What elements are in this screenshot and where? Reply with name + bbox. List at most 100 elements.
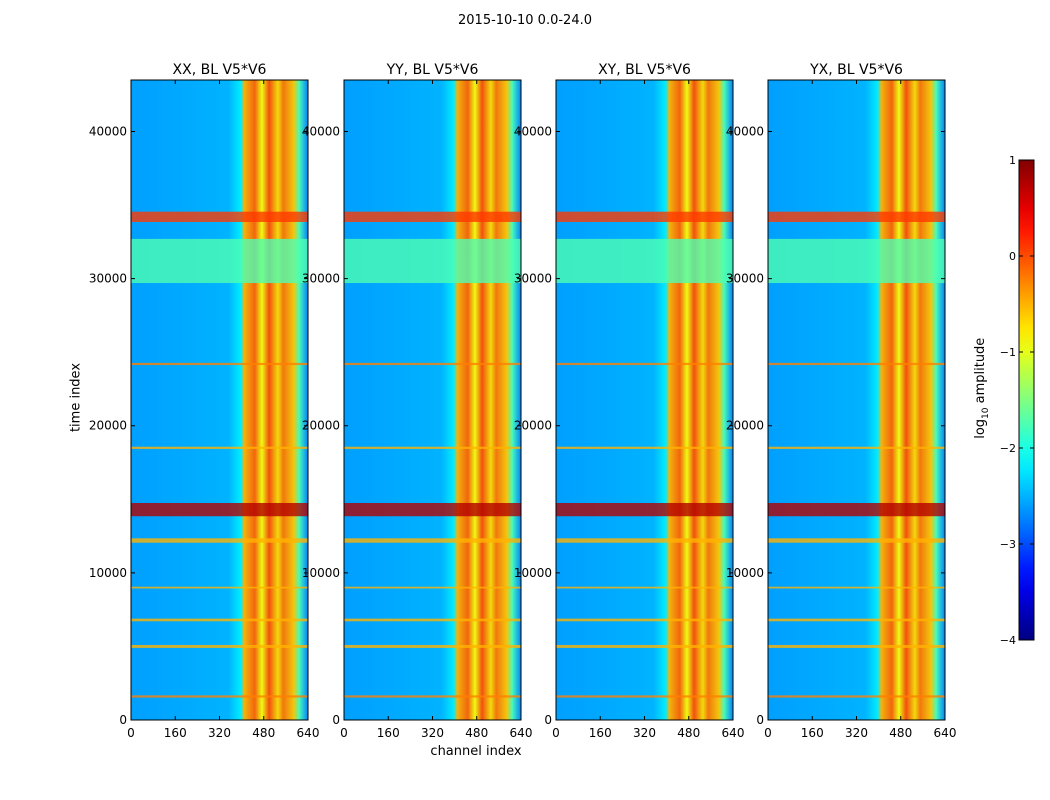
rfi-stripe — [344, 586, 521, 589]
rfi-stripe — [768, 446, 945, 449]
y-tick-label: 0 — [544, 713, 552, 727]
rfi-stripe — [556, 211, 733, 222]
rfi-stripe — [556, 502, 733, 517]
x-tick-label: 480 — [677, 726, 700, 740]
panel-title: XX, BL V5*V6 — [173, 62, 267, 78]
rfi-stripe — [131, 586, 308, 589]
rfi-stripe — [556, 362, 733, 366]
x-tick-label: 0 — [552, 726, 560, 740]
x-tick-label: 0 — [127, 726, 135, 740]
rfi-stripe — [344, 238, 521, 284]
heatmap-band-texture — [556, 80, 733, 720]
rfi-stripe — [344, 538, 521, 543]
x-tick-label: 480 — [465, 726, 488, 740]
x-tick-label: 480 — [889, 726, 912, 740]
y-tick-label: 30000 — [302, 272, 340, 286]
heatmap-panel-3: XY, BL V5*V6 0 160 320 480 640 0 10000 20000 3000… — [514, 62, 745, 740]
y-tick-label: 0 — [756, 713, 764, 727]
x-tick-label: 640 — [934, 726, 957, 740]
rfi-stripe — [131, 238, 308, 284]
rfi-stripe — [344, 695, 521, 698]
x-tick-label: 320 — [208, 726, 231, 740]
rfi-stripe — [131, 362, 308, 366]
y-tick-label: 20000 — [514, 419, 552, 433]
rfi-stripe — [131, 695, 308, 698]
rfi-stripe — [556, 586, 733, 589]
x-tick-label: 320 — [633, 726, 656, 740]
heatmap-panel-4: YX, BL V5*V6 0 160 320 480 640 0 10000 20000 3000… — [726, 62, 957, 740]
y-axis-label: time index — [68, 362, 84, 433]
colorbar-label-prefix: log — [973, 418, 989, 439]
colorbar-tick-label: 0 — [1009, 250, 1016, 263]
x-tick-label: 160 — [377, 726, 400, 740]
x-tick-label: 160 — [164, 726, 187, 740]
y-tick-label: 30000 — [726, 272, 764, 286]
x-tick-label: 320 — [845, 726, 868, 740]
x-tick-label: 640 — [510, 726, 533, 740]
rfi-stripe — [556, 618, 733, 622]
y-tick-label: 20000 — [89, 419, 127, 433]
panel-title: YX, BL V5*V6 — [809, 62, 903, 78]
x-tick-label: 640 — [297, 726, 320, 740]
rfi-stripe — [768, 538, 945, 543]
rfi-stripe — [344, 362, 521, 366]
x-tick-label: 160 — [801, 726, 824, 740]
y-tick-label: 30000 — [89, 272, 127, 286]
heatmap-band-texture — [344, 80, 521, 720]
rfi-stripe — [131, 538, 308, 543]
rfi-stripe — [131, 644, 308, 648]
y-tick-label: 20000 — [726, 419, 764, 433]
colorbar: 1 0 −1 −2 −3 −4 — [1000, 154, 1035, 647]
rfi-stripe — [768, 586, 945, 589]
rfi-stripe — [344, 618, 521, 622]
y-tick-label: 10000 — [514, 566, 552, 580]
y-tick-label: 40000 — [302, 124, 340, 138]
colorbar-label-sub: 10 — [980, 407, 991, 419]
x-tick-label: 320 — [421, 726, 444, 740]
rfi-stripe — [131, 502, 308, 517]
heatmap-band-texture — [131, 80, 308, 720]
panel-title: YY, BL V5*V6 — [386, 62, 479, 78]
rfi-stripe — [768, 362, 945, 366]
colorbar-tick-label: −3 — [1000, 538, 1016, 551]
colorbar-tick-label: −1 — [1000, 346, 1016, 359]
rfi-stripe — [768, 502, 945, 517]
x-tick-label: 0 — [764, 726, 772, 740]
y-tick-label: 30000 — [514, 272, 552, 286]
rfi-stripe — [556, 446, 733, 449]
x-tick-label: 160 — [589, 726, 612, 740]
colorbar-label-suffix: amplitude — [973, 337, 989, 408]
heatmap-panel-2: YY, BL V5*V6 0 160 320 480 640 0 10000 20000 3000… — [302, 62, 533, 740]
rfi-stripe — [768, 695, 945, 698]
rfi-stripe — [344, 211, 521, 222]
y-tick-label: 0 — [332, 713, 340, 727]
rfi-stripe — [556, 238, 733, 284]
panel-title: XY, BL V5*V6 — [598, 62, 691, 78]
colorbar-tick-label: 1 — [1009, 154, 1016, 167]
rfi-stripe — [131, 446, 308, 449]
rfi-stripe — [768, 238, 945, 284]
y-tick-label: 40000 — [514, 124, 552, 138]
colorbar-tick-label: −4 — [1000, 634, 1016, 647]
y-tick-label: 40000 — [726, 124, 764, 138]
figure-title: 2015-10-10 0.0-24.0 — [458, 13, 592, 28]
rfi-stripe — [556, 695, 733, 698]
rfi-stripe — [768, 644, 945, 648]
y-tick-label: 10000 — [726, 566, 764, 580]
y-tick-label: 10000 — [89, 566, 127, 580]
x-tick-label: 480 — [252, 726, 275, 740]
x-tick-label: 640 — [722, 726, 745, 740]
rfi-stripe — [344, 446, 521, 449]
rfi-stripe — [131, 211, 308, 222]
colorbar-label: log10 amplitude — [973, 338, 991, 439]
y-tick-label: 20000 — [302, 419, 340, 433]
y-tick-label: 10000 — [302, 566, 340, 580]
heatmap-band-texture — [768, 80, 945, 720]
x-tick-label: 0 — [340, 726, 348, 740]
rfi-stripe — [344, 502, 521, 517]
heatmap-panel-1: XX, BL V5*V6 0 160 320 480 640 0 10000 20000 3000… — [89, 62, 320, 740]
rfi-stripe — [556, 538, 733, 543]
y-tick-label: 0 — [119, 713, 127, 727]
